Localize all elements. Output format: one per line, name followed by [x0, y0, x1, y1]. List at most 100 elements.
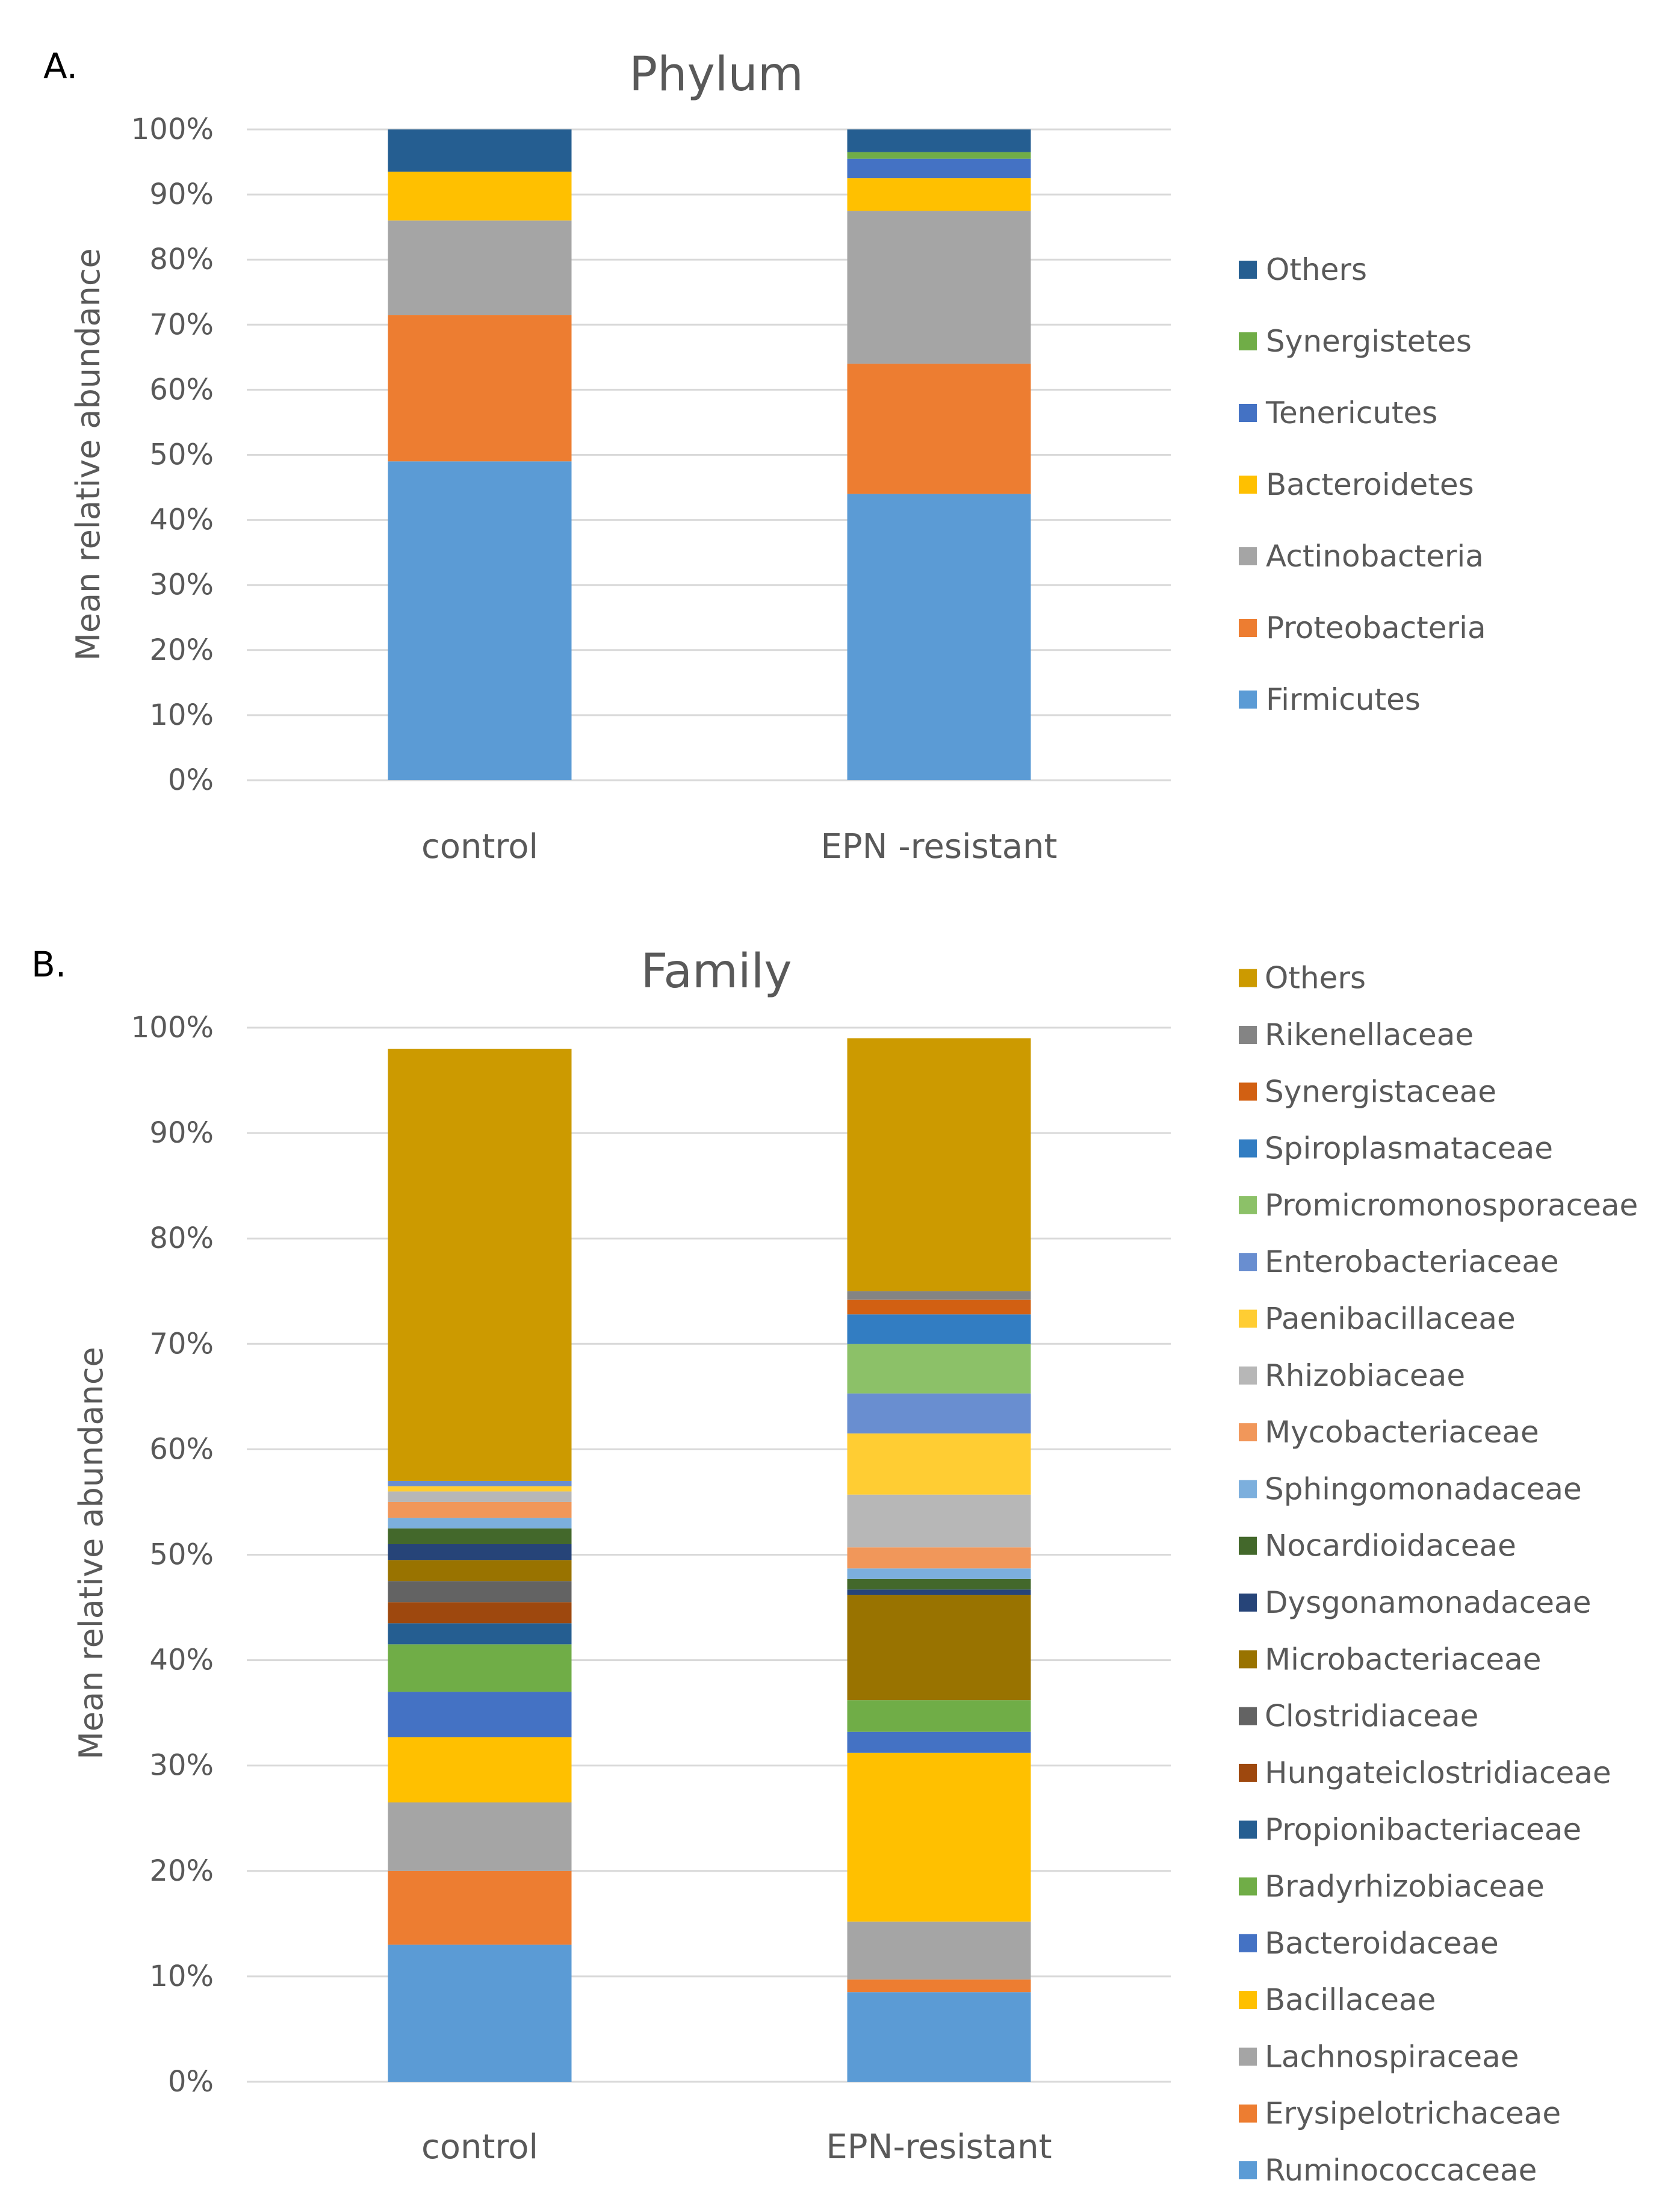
family-bar-segment-bacteroidaceae — [388, 1692, 572, 1737]
family-legend-label: Erysipelotrichaceae — [1265, 2096, 1561, 2131]
family-bar-segment-dysgonamonadaceae — [847, 1589, 1031, 1595]
family-chart: Family 0% 10% 20% 30% 40% 50% 60% 70% 80% 90% 100% M… — [72, 945, 1638, 2188]
family-legend-swatch — [1239, 1480, 1257, 1498]
family-y-tick-label: 40% — [149, 1644, 214, 1677]
phylum-legend-swatch — [1239, 547, 1257, 565]
family-bar-segment-rhizobiaceae — [388, 1491, 572, 1502]
family-bar-segment-lachnospiraceae — [388, 1802, 572, 1871]
family-legend-swatch — [1239, 969, 1257, 987]
phylum-legend-label: Proteobacteria — [1266, 610, 1486, 645]
family-y-tick-label: 90% — [149, 1116, 214, 1150]
family-bar-segment-sphingomonadaceae — [847, 1568, 1031, 1579]
family-y-tick-label: 20% — [149, 1854, 214, 1888]
family-legend-swatch — [1239, 1650, 1257, 1669]
family-bar-segment-propionibacteriaceae — [388, 1623, 572, 1645]
family-legend-label: Promicromonosporaceae — [1265, 1188, 1638, 1223]
phylum-y-tick-label: 40% — [149, 503, 214, 537]
phylum-bar-segment-others — [847, 129, 1031, 152]
family-legend-label: Bacillaceae — [1265, 1982, 1436, 2017]
family-legend-label: Lachnospiraceae — [1265, 2039, 1519, 2074]
phylum-chart: Phylum 0% 10% 20% 30% 40% 50% 60% 70% 80% 90% 100% M… — [69, 48, 1486, 866]
family-legend-swatch — [1239, 1253, 1257, 1271]
phylum-legend-swatch — [1239, 404, 1257, 422]
family-y-tick-label: 80% — [149, 1221, 214, 1255]
family-legend-swatch — [1239, 1821, 1257, 1839]
family-legend-swatch — [1239, 1423, 1257, 1442]
phylum-x-category-label: EPN -resistant — [821, 827, 1058, 866]
family-bar-segment-dysgonamonadaceae — [388, 1544, 572, 1560]
family-legend-label: Sphingomonadaceae — [1265, 1471, 1582, 1506]
phylum-y-tick-label: 60% — [149, 373, 214, 406]
family-legend-label: Bradyrhizobiaceae — [1265, 1869, 1545, 1904]
family-x-category-label: control — [421, 2128, 538, 2167]
family-bar-segment-spiroplasmataceae — [847, 1314, 1031, 1344]
family-bar-segment-bacteroidaceae — [847, 1731, 1031, 1753]
family-legend-label: Bacteroidaceae — [1265, 1926, 1499, 1961]
phylum-y-tick-label: 80% — [149, 243, 214, 276]
phylum-y-tick-label: 10% — [149, 698, 214, 732]
phylum-x-category-label: control — [421, 827, 538, 866]
family-legend-swatch — [1239, 2161, 1257, 2179]
phylum-legend-label: Tenericutes — [1265, 396, 1437, 430]
family-legend-label: Rikenellaceae — [1265, 1017, 1474, 1052]
family-bar-segment-nocardioidaceae — [388, 1528, 572, 1544]
family-legend-swatch — [1239, 1707, 1257, 1725]
family-legend-swatch — [1239, 1139, 1257, 1158]
family-legend-label: Synergistaceae — [1265, 1074, 1496, 1109]
family-bar-segment-bacillaceae — [388, 1737, 572, 1802]
family-y-tick-label: 0% — [168, 2065, 214, 2099]
family-bar-segment-erysipelotrichaceae — [847, 1979, 1031, 1993]
phylum-legend-label: Synergistetes — [1266, 324, 1472, 359]
family-legend-label: Nocardioidaceae — [1265, 1529, 1516, 1563]
family-legend-swatch — [1239, 1877, 1257, 1896]
family-bar-segment-rikenellaceae — [847, 1291, 1031, 1300]
family-bar-segment-paenibacillaceae — [847, 1433, 1031, 1495]
phylum-y-tick-label: 0% — [168, 763, 214, 797]
family-bar-segment-synergistaceae — [847, 1299, 1031, 1315]
family-legend-label: Hungateiclostridiaceae — [1265, 1755, 1611, 1790]
family-bar-segment-microbacteriaceae — [388, 1560, 572, 1582]
family-legend-label: Others — [1265, 961, 1366, 996]
phylum-legend-label: Others — [1266, 252, 1367, 287]
family-y-tick-label: 50% — [149, 1538, 214, 1572]
family-legend-label: Ruminococcaceae — [1265, 2153, 1537, 2188]
phylum-bar-segment-tenericutes — [847, 158, 1031, 179]
phylum-chart-title: Phylum — [629, 48, 804, 102]
family-bar-segment-lachnospiraceae — [847, 1921, 1031, 1980]
family-legend-label: Dysgonamonadaceae — [1265, 1585, 1591, 1620]
family-legend-label: Spiroplasmataceae — [1265, 1131, 1553, 1166]
phylum-legend-label: Actinobacteria — [1266, 539, 1484, 574]
family-legend-label: Clostridiaceae — [1265, 1699, 1478, 1734]
phylum-legend-swatch — [1239, 476, 1257, 494]
family-bar-segment-rhizobiaceae — [847, 1494, 1031, 1548]
phylum-bar-segment-proteobacteria — [847, 364, 1031, 494]
family-bar-segment-nocardioidaceae — [847, 1578, 1031, 1590]
family-legend-label: Microbacteriaceae — [1265, 1642, 1542, 1677]
family-bar-segment-mycobacteriaceae — [388, 1501, 572, 1518]
family-y-tick-label: 70% — [149, 1327, 214, 1361]
family-legend-swatch — [1239, 1196, 1257, 1214]
family-bar-segment-paenibacillaceae — [388, 1486, 572, 1492]
family-bar-segment-enterobacteriaceae — [847, 1393, 1031, 1434]
phylum-bar-segment-actinobacteria — [847, 211, 1031, 364]
family-legend-swatch — [1239, 1082, 1257, 1101]
phylum-bar-segment-firmicutes — [388, 461, 572, 780]
family-legend-label: Rhizobiaceae — [1265, 1358, 1465, 1393]
family-legend-swatch — [1239, 2047, 1257, 2066]
family-legend-swatch — [1239, 1594, 1257, 1612]
family-bar-segment-enterobacteriaceae — [388, 1480, 572, 1486]
family-legend-swatch — [1239, 1763, 1257, 1782]
phylum-legend-label: Firmicutes — [1266, 682, 1421, 717]
family-bar-segment-clostridiaceae — [388, 1581, 572, 1603]
family-bar-segment-mycobacteriaceae — [847, 1547, 1031, 1569]
family-bar-segment-bradyrhizobiaceae — [388, 1644, 572, 1692]
family-y-tick-label: 100% — [131, 1011, 214, 1045]
family-bar-segment-erysipelotrichaceae — [388, 1870, 572, 1945]
phylum-legend-swatch — [1239, 619, 1257, 637]
family-y-axis-label: Mean relative abundance — [72, 1347, 110, 1759]
family-legend-swatch — [1239, 2104, 1257, 2123]
family-legend-swatch — [1239, 1366, 1257, 1385]
family-bar-segment-ruminococcaceae — [388, 1945, 572, 2082]
panel-label-a: A. — [43, 46, 78, 87]
